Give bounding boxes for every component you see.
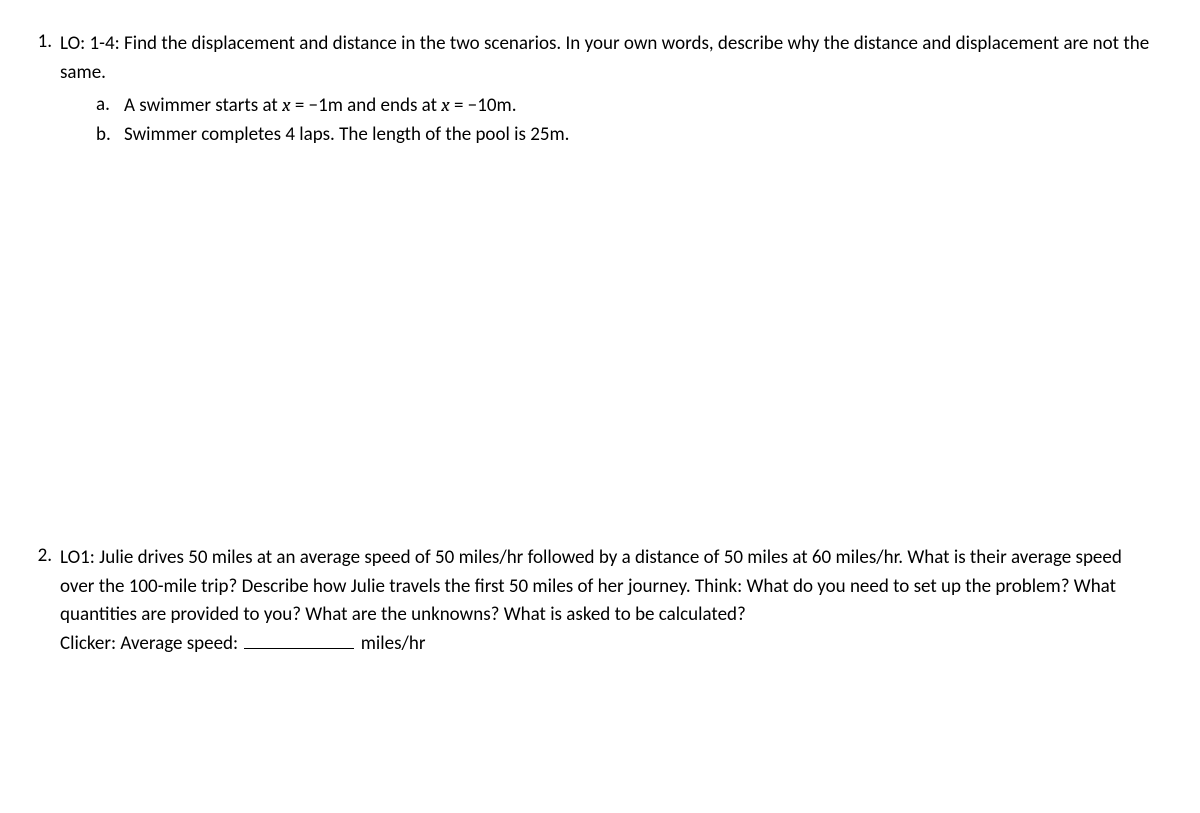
question-2-clicker: Clicker: Average speed: miles/hr bbox=[60, 630, 1152, 659]
question-1-number: 1. bbox=[30, 30, 60, 149]
clicker-label: Clicker: Average speed: bbox=[60, 632, 242, 655]
question-1-sublist: a. A swimmer starts at x = −1m and ends … bbox=[60, 91, 1152, 149]
question-1-body: LO: 1-4: Find the displacement and dista… bbox=[60, 30, 1152, 149]
sub-a-var2: x bbox=[441, 94, 449, 116]
sub-item-a: a. A swimmer starts at x = −1m and ends … bbox=[96, 91, 1152, 121]
clicker-blank[interactable] bbox=[244, 648, 354, 649]
sub-letter-a: a. bbox=[96, 91, 124, 121]
sub-letter-b: b. bbox=[96, 121, 124, 150]
question-2-text: LO1: Julie drives 50 miles at an average… bbox=[60, 544, 1152, 630]
question-1: 1. LO: 1-4: Find the displacement and di… bbox=[30, 30, 1152, 149]
sub-a-mid1: = −1m and ends at bbox=[291, 94, 442, 117]
question-2-body: LO1: Julie drives 50 miles at an average… bbox=[60, 544, 1152, 658]
question-2-number: 2. bbox=[30, 544, 60, 658]
sub-content-b: Swimmer completes 4 laps. The length of … bbox=[124, 121, 1152, 150]
sub-a-var1: x bbox=[282, 94, 290, 116]
sub-a-pre: A swimmer starts at bbox=[124, 94, 282, 117]
sub-content-a: A swimmer starts at x = −1m and ends at … bbox=[124, 91, 1152, 121]
clicker-unit: miles/hr bbox=[356, 632, 425, 655]
question-2: 2. LO1: Julie drives 50 miles at an aver… bbox=[30, 544, 1152, 658]
question-1-text: LO: 1-4: Find the displacement and dista… bbox=[60, 30, 1152, 87]
sub-item-b: b. Swimmer completes 4 laps. The length … bbox=[96, 121, 1152, 150]
sub-a-mid2: = −10m. bbox=[450, 94, 517, 117]
